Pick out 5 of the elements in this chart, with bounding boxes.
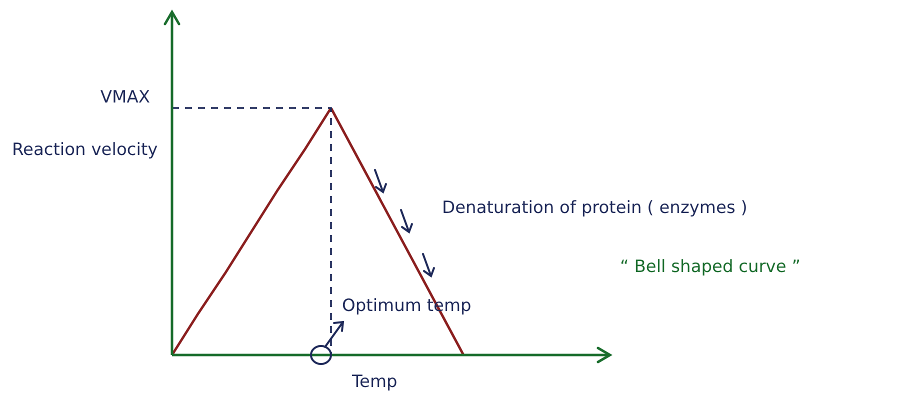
annotation: Denaturation of protein ( enzymes ): [442, 198, 748, 218]
x-axis-title: Temp: [352, 372, 398, 392]
y-axis-title: Reaction velocity: [12, 139, 158, 162]
ref-line-label: VMAX: [100, 87, 150, 108]
text: “ Bell shaped curve ”: [620, 257, 801, 277]
